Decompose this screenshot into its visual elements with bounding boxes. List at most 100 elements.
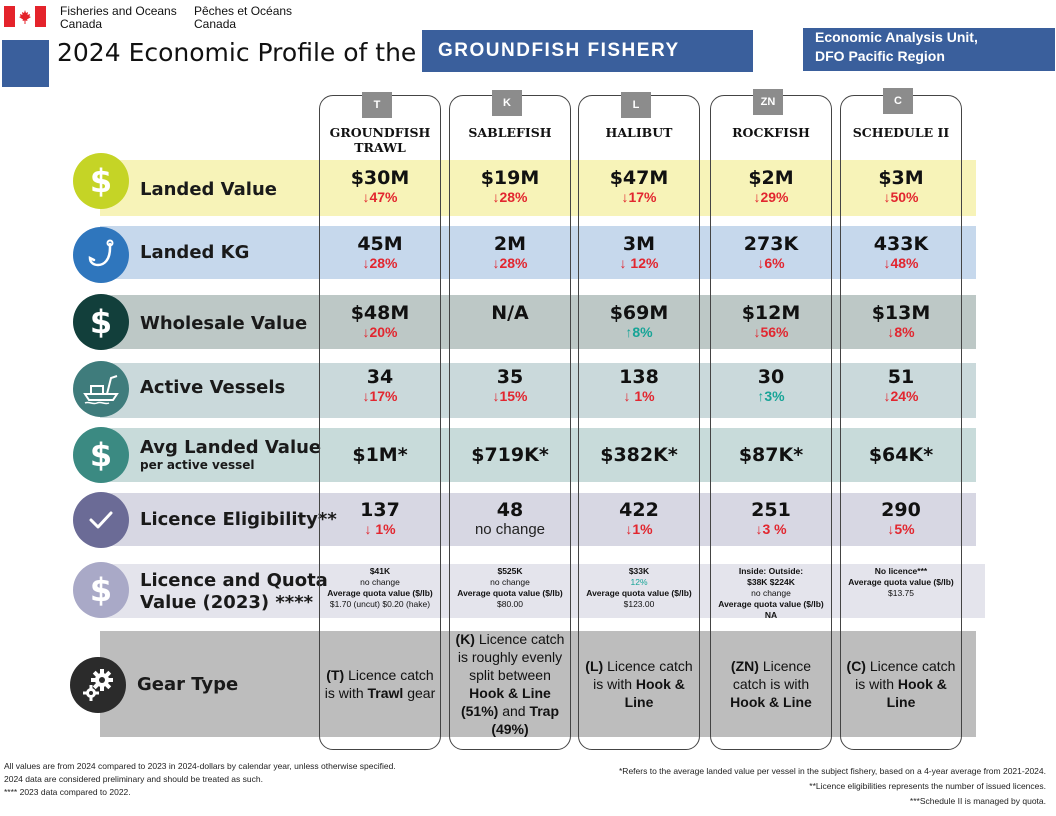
cell-value: $1M* xyxy=(352,444,408,466)
cell-value: $2M xyxy=(748,167,794,189)
cell-value: $13M xyxy=(871,302,931,324)
avg-landed-value-band xyxy=(100,428,976,482)
cell-landed-kg: 45M ↓28% xyxy=(319,233,441,272)
cell-value: 138 xyxy=(619,366,659,388)
column-tab: C xyxy=(883,88,913,114)
gear-code: (L) xyxy=(585,658,604,674)
cell-licence-eligibility: 422 ↓1% xyxy=(578,499,700,538)
cell-avg-landed-value: $87K* xyxy=(710,444,832,466)
gear-code: (ZN) xyxy=(730,658,759,674)
cell-change: ↓29% xyxy=(753,189,789,205)
gear-text: Licence catch is with xyxy=(732,658,812,692)
quota-change: no change xyxy=(751,588,791,598)
cell-change: ↓28% xyxy=(362,255,398,271)
cell-landed-value: $19M ↓28% xyxy=(449,167,571,206)
column-tab: K xyxy=(492,90,522,116)
gear-text: Licence catch is with xyxy=(855,658,956,692)
cell-wholesale-value: N/A xyxy=(449,302,571,324)
quota-label: Average quota value ($/lb) xyxy=(586,588,692,598)
dollar-icon: $ xyxy=(73,427,129,483)
column-tab: L xyxy=(621,92,651,118)
gear-code: (K) xyxy=(455,631,475,647)
unit-badge: Economic Analysis Unit, DFO Pacific Regio… xyxy=(803,28,1055,71)
cell-value: 273K xyxy=(743,233,799,255)
cell-change: ↑8% xyxy=(625,324,653,340)
licence-eligibility-band xyxy=(100,493,976,546)
cell-change: ↓28% xyxy=(492,189,528,205)
column-tab: ZN xyxy=(753,89,783,115)
gear-text: Licence catch is with xyxy=(324,667,434,701)
quota-change: 12% xyxy=(630,577,648,587)
quota-top: No licence*** xyxy=(874,566,928,576)
cell-gear-type: (ZN) Licence catch is with Hook & Line xyxy=(714,631,828,737)
dollar-icon: $ xyxy=(73,294,129,350)
cell-change: ↓20% xyxy=(362,324,398,340)
quota-change: no change xyxy=(360,577,400,587)
gear-primary: Hook & Line xyxy=(730,694,812,710)
cell-value: $69M xyxy=(609,302,669,324)
cell-value: $47M xyxy=(609,167,669,189)
cell-wholesale-value: $48M ↓20% xyxy=(319,302,441,341)
cell-licence-eligibility: 48 no change xyxy=(449,499,571,538)
column-header: HALIBUT xyxy=(605,125,673,140)
gear-secondary: Trap (49%) xyxy=(491,703,560,737)
cell-change: ↑3% xyxy=(757,388,785,404)
dollar-icon: $ xyxy=(73,153,129,209)
row-sublabel-per-vessel: per active vessel xyxy=(140,458,255,472)
gear-primary: Hook & Line (51%) xyxy=(460,685,551,719)
cell-value: 251 xyxy=(751,499,791,521)
cell-change: no change xyxy=(474,521,546,538)
row-label-wholesale-value: Wholesale Value xyxy=(140,313,308,334)
cell-landed-value: $3M ↓50% xyxy=(840,167,962,206)
row-label-avg-landed-value: Avg Landed Value per active vessel xyxy=(140,437,322,472)
cell-gear-type: (L) Licence catch is with Hook & Line xyxy=(582,631,696,737)
column-header: SCHEDULE II xyxy=(852,125,950,140)
cell-change: ↓17% xyxy=(362,388,398,404)
cell-landed-value: $47M ↓17% xyxy=(578,167,700,206)
cell-landed-kg: 2M ↓28% xyxy=(449,233,571,272)
fishing-hook-icon xyxy=(73,227,129,283)
cell-gear-type: (K) Licence catch is roughly evenly spli… xyxy=(453,631,567,737)
footnote-left: All values are from 2024 compared to 202… xyxy=(4,761,396,797)
cell-change: ↓6% xyxy=(757,255,785,271)
cell-change: ↓48% xyxy=(883,255,919,271)
row-label-gear-type: Gear Type xyxy=(137,674,239,695)
fishery-title-badge: GROUNDFISH FISHERY xyxy=(422,30,753,72)
wholesale-value-band xyxy=(100,295,976,349)
cell-value: $30M xyxy=(350,167,410,189)
quota-value: $13.75 xyxy=(888,588,914,598)
gear-primary: Trawl xyxy=(367,685,404,701)
cell-wholesale-value: $13M ↓8% xyxy=(840,302,962,341)
cell-value: 48 xyxy=(496,499,524,521)
quota-value: $1.70 (uncut) $0.20 (hake) xyxy=(329,599,431,609)
quota-label: Average quota value ($/lb) xyxy=(327,588,433,598)
quota-top-values: $38K $224K xyxy=(747,577,795,587)
cell-licence-quota-value: Inside: Outside: $38K $224K no change Avera… xyxy=(710,566,832,621)
cell-change: ↓3 % xyxy=(755,521,787,537)
quota-value: $123.00 xyxy=(623,599,655,609)
cell-change: ↓1% xyxy=(625,521,653,537)
quota-value: NA xyxy=(764,610,778,620)
cell-wholesale-value: $12M ↓56% xyxy=(710,302,832,341)
quota-change: no change xyxy=(490,577,530,587)
cell-licence-quota-value: No licence*** Average quota value ($/lb) $… xyxy=(840,566,962,599)
cell-licence-quota-value: $41K no change Average quota value ($/lb) $… xyxy=(319,566,441,610)
cell-avg-landed-value: $1M* xyxy=(319,444,441,466)
row-label-landed-value: Landed Value xyxy=(140,179,277,200)
cell-value: $3M xyxy=(878,167,924,189)
landed-kg-band xyxy=(100,226,976,279)
footnote-right: *Refers to the average landed value per … xyxy=(619,766,1046,806)
cell-value: 422 xyxy=(619,499,659,521)
cell-landed-value: $30M ↓47% xyxy=(319,167,441,206)
fishing-boat-icon xyxy=(73,361,129,417)
cell-gear-type: (C) Licence catch is with Hook & Line xyxy=(844,631,958,737)
gear-code: (T) xyxy=(326,667,345,683)
cell-avg-landed-value: $382K* xyxy=(578,444,700,466)
cell-value: 290 xyxy=(881,499,921,521)
gear-mid: and xyxy=(502,703,526,719)
quota-top: $41K xyxy=(369,566,391,576)
cell-landed-value: $2M ↓29% xyxy=(710,167,832,206)
cell-value: $12M xyxy=(741,302,801,324)
cell-wholesale-value: $69M ↑8% xyxy=(578,302,700,341)
cell-landed-kg: 3M ↓ 12% xyxy=(578,233,700,272)
